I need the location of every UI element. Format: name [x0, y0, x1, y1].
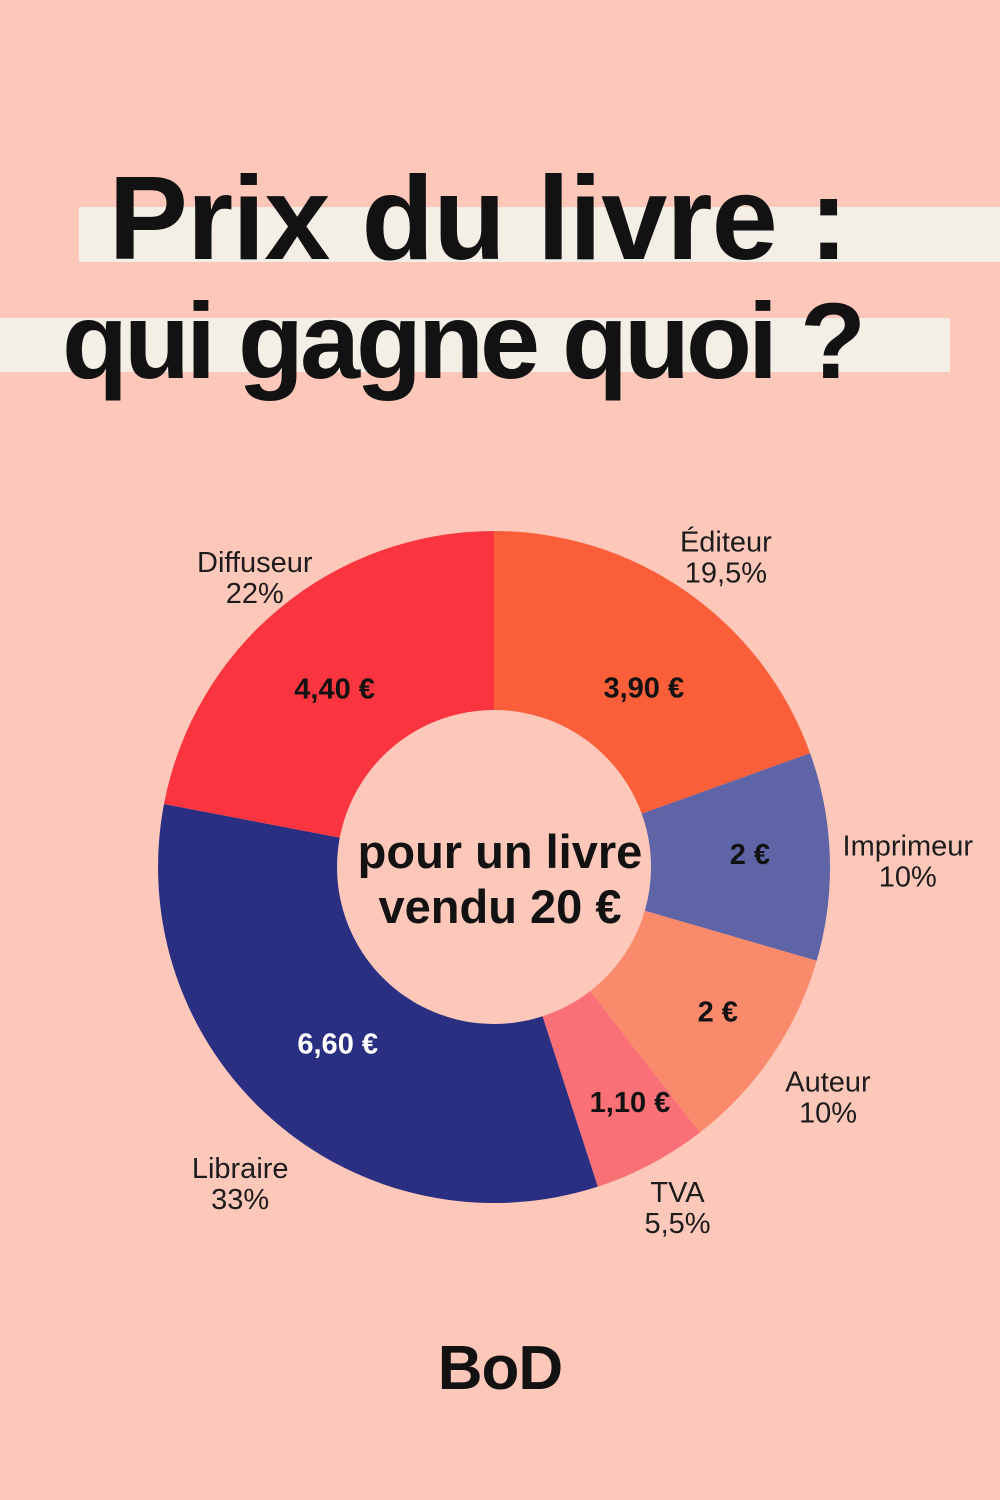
segment-value-diffuseur: 4,40 €	[294, 673, 375, 705]
segment-value-tva: 1,10 €	[590, 1087, 671, 1119]
segment-label-libraire: Libraire 33%	[192, 1153, 289, 1216]
donut-segment-diffuseur	[164, 531, 494, 838]
segment-label-tva: TVA 5,5%	[644, 1177, 710, 1240]
segment-label-auteur: Auteur 10%	[785, 1067, 871, 1130]
donut-segment-auteur	[590, 910, 817, 1133]
segment-value-imprimeur: 2 €	[730, 839, 770, 871]
donut-segment-imprimeur	[641, 753, 830, 961]
donut-center-text-line-2: vendu 20 €	[379, 880, 622, 933]
donut-segment-tva	[542, 991, 700, 1187]
donut-chart: 3,90 € Éditeur 19,5% 2 € Imprimeur 10% 2 € Aute…	[158, 526, 974, 1240]
segment-label-editeur: Éditeur 19,5%	[680, 526, 772, 590]
segment-value-libraire: 6,60 €	[297, 1029, 378, 1061]
donut-center-text-line-1: pour un livre	[358, 825, 643, 878]
poster-title-line-2: qui gagne quoi ?	[62, 280, 866, 401]
segment-value-auteur: 2 €	[698, 997, 738, 1029]
segment-label-imprimeur: Imprimeur 10%	[843, 830, 974, 893]
bod-logo: BoD	[437, 1334, 563, 1403]
segment-value-editeur: 3,90 €	[603, 673, 684, 705]
donut-segment-editeur	[494, 531, 811, 814]
title-band-top	[79, 207, 1000, 262]
title-band-bottom	[0, 318, 950, 372]
poster-title-line-1: Prix du livre :	[108, 152, 849, 285]
segment-label-diffuseur: Diffuseur 22%	[197, 547, 313, 610]
donut-segment-libraire	[158, 804, 598, 1204]
